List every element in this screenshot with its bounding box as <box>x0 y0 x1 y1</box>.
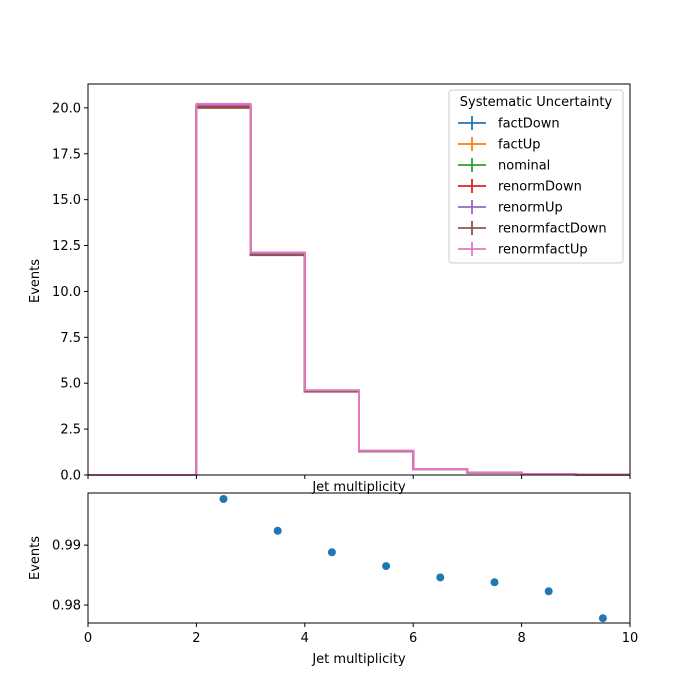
ratio-point <box>219 494 228 503</box>
legend-label: factUp <box>498 138 541 153</box>
main-plot-area <box>88 102 630 476</box>
ratio-xtick-label: 0 <box>84 631 92 646</box>
main-y-ticks: 0.0 2.5 5.0 7.5 10.0 12.5 15.0 17.5 20.0 <box>52 101 88 484</box>
legend-entry-renormUp: renormUp <box>458 200 563 216</box>
legend-entry-factDown: factDown <box>458 116 560 132</box>
ratio-ytick-label: 0.99 <box>52 539 81 554</box>
legend-box <box>448 89 624 264</box>
main-ytick-label: 2.5 <box>60 423 81 438</box>
main-x-ticks <box>87 475 631 479</box>
main-ytick-label: 15.0 <box>52 193 81 208</box>
legend-entries: factDown factUp nominal renormDown renormUp r… <box>458 116 607 258</box>
legend: Systematic Uncertainty factDown factUp nom… <box>448 89 624 264</box>
legend-title: Systematic Uncertainty <box>460 95 613 110</box>
ratio-axes-frame <box>87 492 631 624</box>
main-ytick-label: 10.0 <box>52 285 81 300</box>
ratio-xtick-label: 8 <box>517 631 525 646</box>
main-ytick-label: 17.5 <box>52 147 81 162</box>
ratio-point <box>382 562 391 571</box>
legend-label: nominal <box>498 159 550 174</box>
ratio-x-ticks: 0 2 4 6 8 10 <box>84 623 638 646</box>
ratio-ylabel: Events <box>28 536 43 580</box>
ratio-point <box>598 614 607 623</box>
legend-label: renormUp <box>498 201 563 216</box>
ratio-y-ticks: 0.98 0.99 <box>52 539 88 614</box>
ratio-point <box>273 526 282 535</box>
ratio-point <box>436 573 445 582</box>
main-ytick-label: 5.0 <box>60 377 81 392</box>
main-axes-frame <box>87 83 631 476</box>
main-ytick-label: 0.0 <box>60 469 81 484</box>
legend-entry-renormfactUp: renormfactUp <box>458 242 588 258</box>
main-xlabel: Jet multiplicity <box>311 480 406 495</box>
ratio-xtick-label: 2 <box>192 631 200 646</box>
ratio-point <box>327 548 336 557</box>
legend-entry-renormDown: renormDown <box>458 179 582 195</box>
ratio-panel: 0.98 0.99 0 2 4 6 8 10 Events Jet multiplicity <box>28 492 638 667</box>
ratio-xtick-label: 6 <box>409 631 417 646</box>
legend-entry-renormfactDown: renormfactDown <box>458 221 607 237</box>
legend-entry-factUp: factUp <box>458 137 541 153</box>
series-line-renormfactUp <box>88 102 630 476</box>
ratio-xtick-label: 10 <box>622 631 639 646</box>
legend-label: renormDown <box>498 180 582 195</box>
ratio-xlabel: Jet multiplicity <box>311 652 406 667</box>
legend-entry-nominal: nominal <box>458 158 550 174</box>
main-ytick-label: 20.0 <box>52 101 81 116</box>
legend-label: renormfactDown <box>498 222 607 237</box>
legend-label: renormfactUp <box>498 243 588 258</box>
legend-label: factDown <box>498 117 560 132</box>
ratio-point <box>490 578 499 587</box>
ratio-point <box>544 587 553 596</box>
main-ytick-label: 7.5 <box>60 331 81 346</box>
main-histogram-panel: 0.02.55.07.510.012.515.017.520.0 Events … <box>28 83 631 495</box>
main-ytick-label: 12.5 <box>52 239 81 254</box>
ratio-xtick-label: 4 <box>301 631 309 646</box>
ratio-ytick-label: 0.98 <box>52 599 81 614</box>
ratio-plot-area <box>219 494 607 623</box>
main-ylabel: Events <box>28 259 43 303</box>
